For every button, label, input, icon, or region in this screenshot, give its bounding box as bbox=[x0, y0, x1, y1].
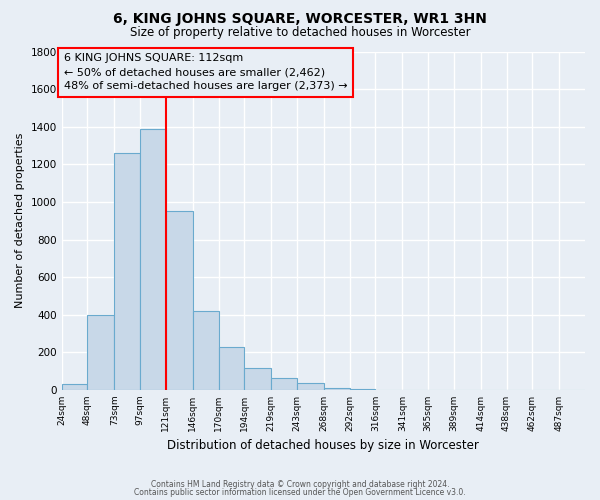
Bar bbox=[88, 314, 115, 390]
Y-axis label: Number of detached properties: Number of detached properties bbox=[15, 133, 25, 308]
Bar bbox=[140, 128, 166, 390]
Bar bbox=[166, 212, 193, 390]
Text: 6 KING JOHNS SQUARE: 112sqm
← 50% of detached houses are smaller (2,462)
48% of : 6 KING JOHNS SQUARE: 112sqm ← 50% of det… bbox=[64, 54, 347, 92]
Bar bbox=[244, 368, 271, 390]
Text: Contains HM Land Registry data © Crown copyright and database right 2024.: Contains HM Land Registry data © Crown c… bbox=[151, 480, 449, 489]
Bar bbox=[193, 311, 218, 390]
Bar bbox=[350, 389, 376, 390]
X-axis label: Distribution of detached houses by size in Worcester: Distribution of detached houses by size … bbox=[167, 440, 479, 452]
Text: 6, KING JOHNS SQUARE, WORCESTER, WR1 3HN: 6, KING JOHNS SQUARE, WORCESTER, WR1 3HN bbox=[113, 12, 487, 26]
Text: Size of property relative to detached houses in Worcester: Size of property relative to detached ho… bbox=[130, 26, 470, 39]
Bar bbox=[271, 378, 297, 390]
Bar bbox=[62, 384, 88, 390]
Bar bbox=[218, 346, 244, 390]
Bar bbox=[115, 153, 140, 390]
Bar bbox=[324, 388, 350, 390]
Text: Contains public sector information licensed under the Open Government Licence v3: Contains public sector information licen… bbox=[134, 488, 466, 497]
Bar bbox=[297, 384, 324, 390]
